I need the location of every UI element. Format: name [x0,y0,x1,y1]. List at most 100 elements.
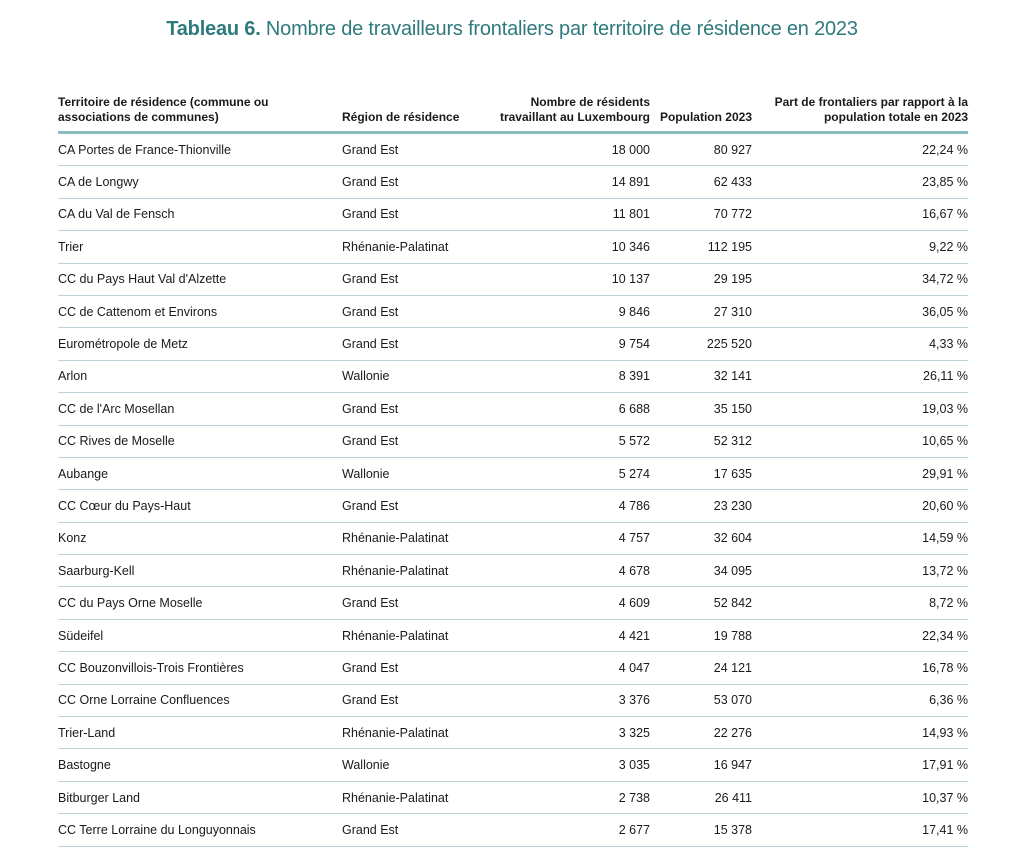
table-row: CC Cœur du Pays-Haut Grand Est 4 786 23 230… [58,489,968,523]
table-row: CC du Pays Haut Val d'Alzette Grand Est 10… [58,263,968,296]
cell-population: 112 195 [650,230,752,264]
cell-share: 14,93 % [752,716,968,750]
cell-population: 52 312 [650,425,752,458]
cell-share: 17,91 % [752,748,968,782]
cell-residents: 5 572 [482,425,650,458]
cell-residents: 4 678 [482,554,650,588]
cell-region: Rhénanie-Palatinat [342,522,482,556]
cell-population: 32 141 [650,360,752,394]
table-row: CC de Cattenom et Environs Grand Est 9 846… [58,295,968,329]
header-population: Population 2023 [650,95,752,134]
cell-residents: 10 346 [482,230,650,264]
cell-share: 16,67 % [752,198,968,232]
cell-residents: 3 035 [482,748,650,782]
cell-region: Grand Est [342,489,482,523]
cell-share: 16,78 % [752,651,968,685]
cell-share: 26,11 % [752,360,968,394]
cell-residents: 10 137 [482,263,650,296]
cell-territory: Arlon [58,360,342,394]
table-row: Saarburg-Kell Rhénanie-Palatinat 4 678 34 0… [58,554,968,588]
cell-share: 29,91 % [752,457,968,491]
cell-population: 32 604 [650,522,752,556]
cell-region: Rhénanie-Palatinat [342,781,482,815]
cell-residents: 5 274 [482,457,650,491]
table-row: Trier-Land Rhénanie-Palatinat 3 325 22 276 1… [58,716,968,750]
cell-territory: CC Terre Lorraine du Longuyonnais [58,813,342,847]
cell-territory: Bitburger Land [58,781,342,815]
cell-territory: CA de Longwy [58,165,342,199]
cell-population: 29 195 [650,263,752,296]
cell-region: Grand Est [342,198,482,232]
cell-territory: Saarburg-Kell [58,554,342,588]
cell-territory: CA du Val de Fensch [58,198,342,232]
table-row: CA du Val de Fensch Grand Est 11 801 70 772… [58,198,968,232]
cell-residents: 9 846 [482,295,650,329]
cell-territory: CA Portes de France-Thionville [58,132,342,167]
cell-residents: 4 786 [482,489,650,523]
cell-share: 4,33 % [752,327,968,361]
cell-population: 225 520 [650,327,752,361]
cell-region: Grand Est [342,425,482,458]
table-row: Konz Rhénanie-Palatinat 4 757 32 604 14,59 % [58,522,968,556]
table-row: CC Bouzonvillois-Trois Frontières Grand E… [58,651,968,685]
cell-residents: 9 754 [482,327,650,361]
cell-share: 22,24 % [752,132,968,167]
cell-residents: 4 047 [482,651,650,685]
cell-share: 6,36 % [752,684,968,718]
cross-border-workers-table: Territoire de résidence (commune ou asso… [58,95,968,847]
cell-residents: 3 325 [482,716,650,750]
cell-population: 15 378 [650,813,752,847]
cell-residents: 3 376 [482,684,650,718]
cell-population: 16 947 [650,748,752,782]
table-row: Südeifel Rhénanie-Palatinat 4 421 19 788 22,… [58,619,968,653]
cell-share: 34,72 % [752,263,968,296]
cell-region: Grand Est [342,586,482,620]
table-row: Trier Rhénanie-Palatinat 10 346 112 195 9,22… [58,230,968,264]
cell-region: Grand Est [342,684,482,718]
cell-population: 80 927 [650,132,752,167]
cell-share: 9,22 % [752,230,968,264]
header-share: Part de frontaliers par rapport à la pop… [752,95,968,134]
cell-territory: CC du Pays Haut Val d'Alzette [58,263,342,296]
table-row: Arlon Wallonie 8 391 32 141 26,11 % [58,360,968,394]
table-title: Tableau 6. Nombre de travailleurs fronta… [166,18,858,40]
cell-residents: 11 801 [482,198,650,232]
table-row: Eurométropole de Metz Grand Est 9 754 225 5… [58,327,968,361]
header-territory: Territoire de résidence (commune ou asso… [58,95,342,134]
cell-territory: Südeifel [58,619,342,653]
cell-territory: Bastogne [58,748,342,782]
cell-territory: CC de Cattenom et Environs [58,295,342,329]
cell-share: 8,72 % [752,586,968,620]
cell-region: Wallonie [342,748,482,782]
cell-region: Rhénanie-Palatinat [342,619,482,653]
table-row: CC Terre Lorraine du Longuyonnais Grand E… [58,813,968,847]
cell-region: Grand Est [342,813,482,847]
cell-population: 24 121 [650,651,752,685]
table-header-row: Territoire de résidence (commune ou asso… [58,95,968,134]
cell-region: Grand Est [342,392,482,426]
cell-population: 17 635 [650,457,752,491]
cell-residents: 4 609 [482,586,650,620]
table-row: Aubange Wallonie 5 274 17 635 29,91 % [58,457,968,491]
cell-region: Grand Est [342,263,482,296]
cell-share: 10,37 % [752,781,968,815]
cell-region: Wallonie [342,360,482,394]
cell-population: 35 150 [650,392,752,426]
cell-territory: CC Bouzonvillois-Trois Frontières [58,651,342,685]
cell-population: 26 411 [650,781,752,815]
table-row: CC de l'Arc Mosellan Grand Est 6 688 35 150… [58,392,968,426]
cell-population: 19 788 [650,619,752,653]
cell-share: 22,34 % [752,619,968,653]
table-row: Bastogne Wallonie 3 035 16 947 17,91 % [58,748,968,782]
cell-population: 27 310 [650,295,752,329]
cell-territory: Aubange [58,457,342,491]
cell-territory: CC Rives de Moselle [58,425,342,458]
cell-region: Grand Est [342,327,482,361]
header-region: Région de résidence [342,95,482,134]
cell-residents: 8 391 [482,360,650,394]
cell-territory: Trier [58,230,342,264]
cell-territory: CC de l'Arc Mosellan [58,392,342,426]
cell-population: 22 276 [650,716,752,750]
cell-territory: Eurométropole de Metz [58,327,342,361]
cell-region: Rhénanie-Palatinat [342,230,482,264]
